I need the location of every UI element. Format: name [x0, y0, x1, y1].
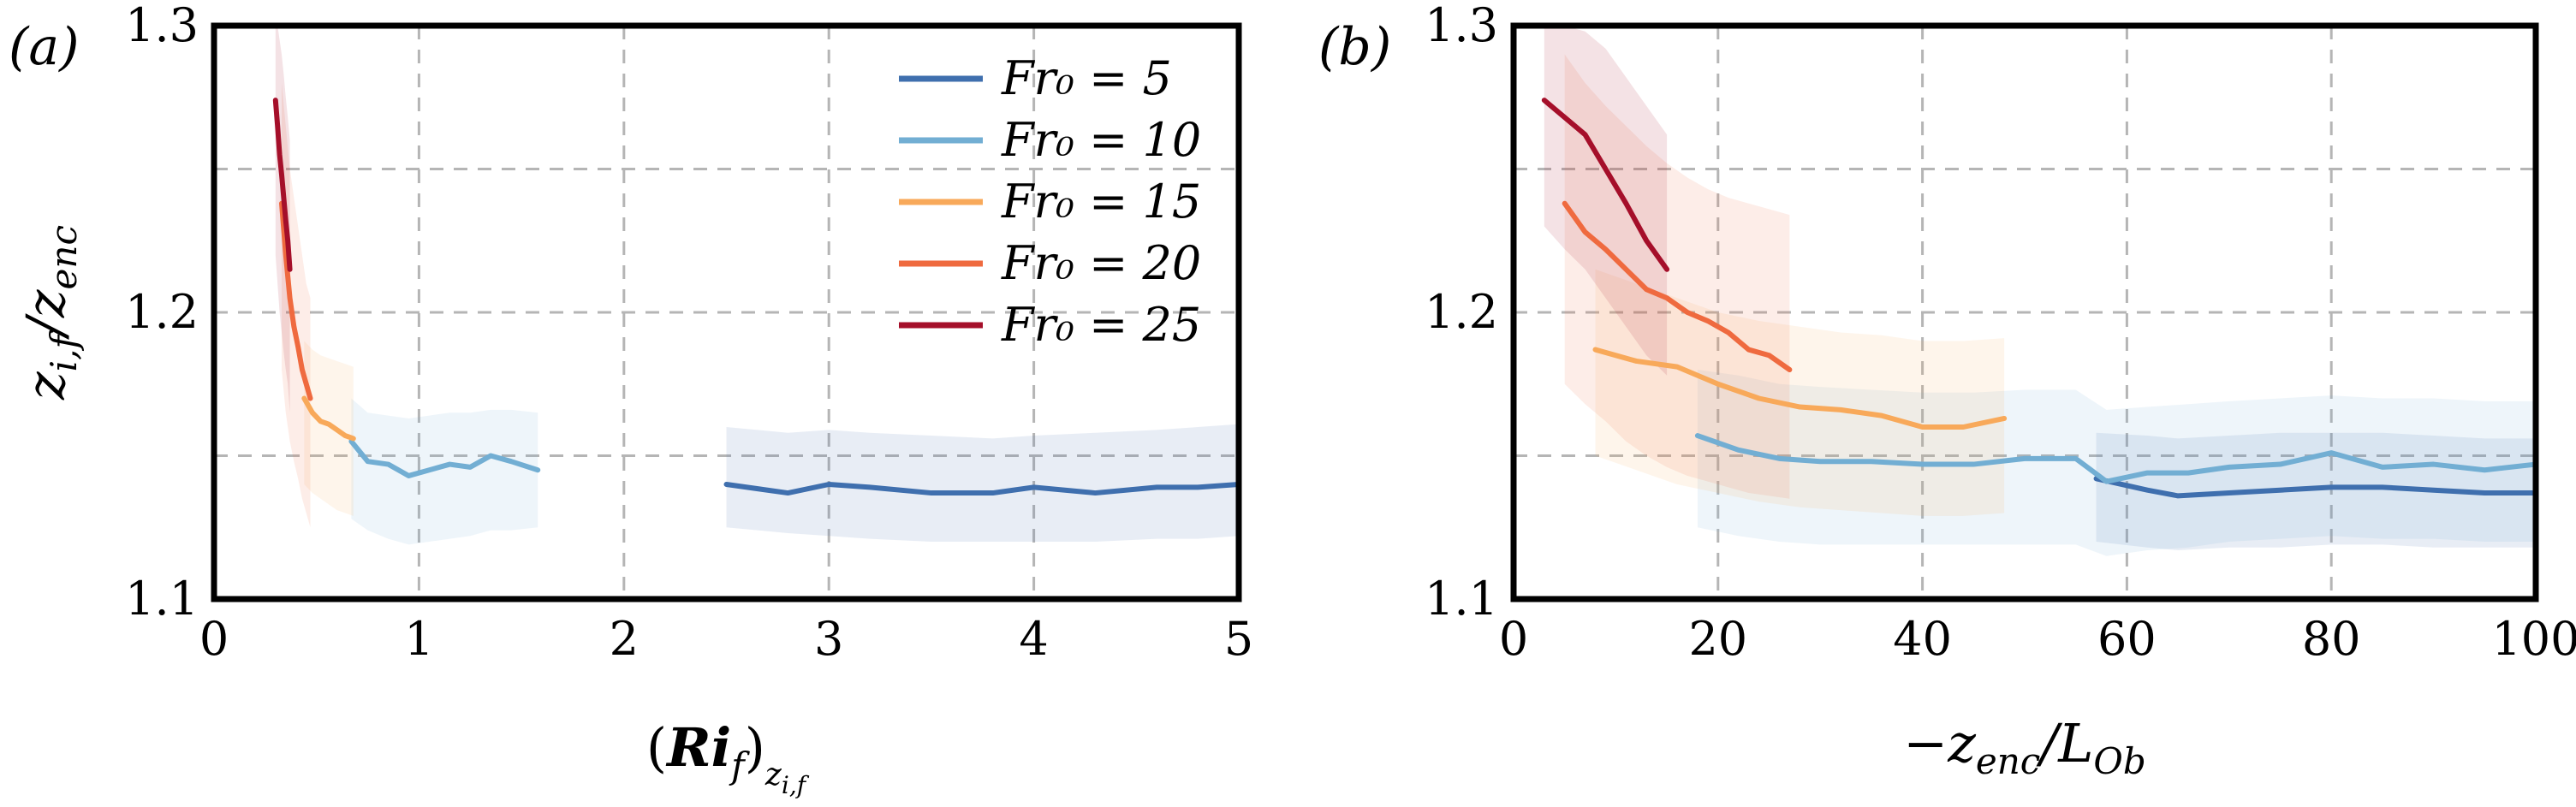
x-tick-label: 2	[610, 612, 639, 666]
bands-a	[275, 26, 1239, 545]
y-tick-label: 1.3	[1425, 0, 1498, 52]
series-line	[301, 395, 356, 442]
confidence-band	[1697, 370, 2536, 556]
x-axis-label-a: (Rif)zi,f	[646, 716, 810, 799]
series-line	[1541, 98, 1670, 272]
y-tick-label: 1.1	[125, 572, 199, 626]
legend-label: Fr₀ = 25	[1001, 298, 1201, 352]
ticks-b: 0 20 40 60 80 100 1.1 1.2 1.3	[1425, 0, 2576, 666]
y-tick-label: 1.3	[125, 0, 199, 52]
x-tick-label: 40	[1893, 612, 1952, 666]
y-tick-label: 1.2	[125, 285, 199, 339]
axes-frame-a	[211, 22, 1242, 602]
y-axis-label-a: zi,f/zenc	[15, 225, 85, 401]
bands-b	[1544, 26, 2536, 556]
legend: Fr₀ = 5 Fr₀ = 10 Fr₀ = 15 Fr₀ = 20 Fr₀ = 25	[899, 51, 1201, 352]
ticks-a: 0 1 2 3 4 5 1.1 1.2 1.3	[125, 0, 1253, 666]
series-line	[2093, 476, 2538, 499]
confidence-band	[1544, 26, 1668, 376]
grid-a	[214, 26, 1239, 599]
legend-label: Fr₀ = 20	[1001, 236, 1201, 290]
confidence-band	[726, 424, 1239, 542]
legend-label: Fr₀ = 10	[1001, 113, 1201, 167]
confidence-band	[282, 83, 311, 528]
x-tick-label: 100	[2491, 612, 2576, 666]
series-line	[272, 98, 293, 272]
series-line	[1592, 347, 2008, 430]
x-tick-label: 0	[199, 612, 229, 666]
lines-a	[272, 98, 1241, 496]
confidence-band	[351, 398, 538, 545]
series-line	[1562, 200, 1793, 372]
x-axis-label-b: −zenc/LOb	[1903, 712, 2145, 782]
x-tick-label: 0	[1499, 612, 1528, 666]
series-line	[723, 482, 1241, 496]
legend-label: Fr₀ = 15	[1001, 175, 1201, 228]
confidence-band	[1595, 269, 2005, 516]
confidence-band	[304, 341, 354, 516]
x-tick-label: 60	[2097, 612, 2157, 666]
series-line	[348, 438, 541, 478]
x-tick-label: 1	[404, 612, 433, 666]
y-tick-label: 1.1	[1425, 572, 1498, 626]
x-tick-label: 80	[2302, 612, 2361, 666]
x-tick-label: 20	[1688, 612, 1747, 666]
panel-label-a: (a)	[9, 17, 80, 77]
panel-label-b: (b)	[1318, 17, 1391, 77]
axes-frame-b	[1510, 22, 2539, 602]
lines-b	[1541, 98, 2538, 499]
legend-label: Fr₀ = 5	[1001, 51, 1172, 105]
series-line	[1694, 433, 2538, 484]
confidence-band	[2096, 432, 2536, 551]
x-tick-label: 4	[1019, 612, 1048, 666]
x-tick-label: 5	[1224, 612, 1253, 666]
y-tick-label: 1.2	[1425, 285, 1498, 339]
panel-b: (b) 0 20 40 60 80 100 1.1 1.2 1.3 −zenc/LOb	[1318, 0, 2576, 782]
x-tick-label: 3	[814, 612, 843, 666]
series-line	[279, 200, 313, 401]
